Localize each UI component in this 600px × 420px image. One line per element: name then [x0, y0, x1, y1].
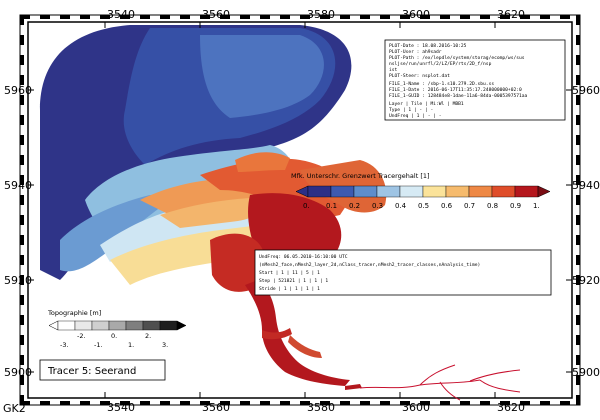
topography-legend: Topographie [m] -3. -2. -1. 0. 1. 2. 3.: [47, 309, 187, 349]
topography-tick-label: 2.: [145, 332, 151, 340]
topography-title: Topographie [m]: [47, 309, 101, 317]
y-tick-left: 5900: [4, 366, 32, 379]
map-grid-ticks: [28, 22, 572, 398]
map-border: [19, 14, 581, 406]
topography-over-arrow: [176, 320, 187, 331]
colorbar-tick-label: 0.9: [510, 202, 521, 210]
colorbar-tick-label: 0.4: [395, 202, 407, 210]
colorbar-swatch: [422, 185, 447, 198]
file-guid: FILE_1-GUID : 128484e8-1dae-11a6-84da-00…: [389, 93, 528, 99]
colorbar-tick-label: 1.: [533, 202, 540, 210]
time-line-1: UndFreq: 06.05.2010-16:10:00 UTC: [259, 254, 348, 260]
colorbar-swatch: [491, 185, 516, 198]
y-tick-right: 5900: [572, 366, 600, 379]
plot-date: PLOT-Date : 18.08.2016-10:25: [389, 43, 467, 49]
y-tick-left: 5920: [4, 274, 32, 287]
y-tick-left: 5940: [4, 179, 32, 192]
y-tick-left: 5960: [4, 84, 32, 97]
colorbar-tick-label: 0.8: [487, 202, 498, 210]
colorbar-swatch: [514, 185, 539, 198]
x-tick-top: 3560: [202, 8, 230, 21]
x-tick-bottom: 3600: [402, 401, 430, 414]
x-tick-bottom: 3560: [202, 401, 230, 414]
topography-tick-label: 0.: [111, 332, 117, 340]
colorbar-tick-label: 0.: [303, 202, 310, 210]
map-estuary: [245, 280, 362, 390]
colorbar-tick-label: 0.1: [326, 202, 337, 210]
plot-user: PLOT-User : ah9sadr: [389, 49, 442, 55]
colorbar-tick-label: 0.6: [441, 202, 453, 210]
colorbar-title: Mfk. Unterschr. Grenzwert Tracergehalt […: [291, 172, 430, 180]
colorbar-over-arrow: [537, 185, 551, 198]
x-tick-top: 3620: [497, 8, 525, 21]
colorbar-tick-label: 0.7: [464, 202, 475, 210]
file-name: FILE_1-Name : /sbp-1.s10.279.2D.sbu.ss: [389, 81, 494, 87]
time-info-box: UndFreq: 06.05.2010-16:10:00 UTC (nMesh2…: [254, 249, 552, 296]
x-tick-top: 3540: [107, 8, 135, 21]
axis-labels: 3540 3560 3580 3600 3620 3540 3560 3580 …: [3, 8, 600, 415]
x-tick-bottom: 3620: [497, 401, 525, 414]
time-line-5: Stride | 1 | 1 | 1 | 1: [259, 286, 320, 292]
colorbar-tick-label: 0.5: [418, 202, 429, 210]
y-tick-right: 5920: [572, 274, 600, 287]
layer-type: Type | 1 | - | -: [389, 107, 433, 113]
y-tick-right: 5940: [572, 179, 600, 192]
colorbar-swatch: [330, 185, 355, 198]
time-line-2: (nMesh2_face,nMesh2_layer_2d,nClass_trac…: [259, 262, 480, 268]
colorbar-swatch: [307, 185, 332, 198]
time-line-4: Step | 521821 | 1 | 1 | 1: [259, 278, 328, 284]
tracer-colorbar: Mfk. Unterschr. Grenzwert Tracergehalt […: [291, 172, 551, 210]
x-tick-bottom: 3540: [107, 401, 135, 414]
map-rivers: [359, 364, 521, 401]
topography-swatch: [159, 320, 178, 331]
plot-path-cont2: ist: [389, 67, 398, 73]
topography-tick-label: 1.: [128, 341, 134, 349]
topography-swatch: [91, 320, 110, 331]
colorbar-swatch: [353, 185, 378, 198]
colorbar-swatch: [376, 185, 401, 198]
corner-label: GK2: [3, 402, 26, 415]
plot-path-cont: nsljse/run/unrfl/2/LZ/EP/rts/2D_f/nsp: [389, 61, 492, 67]
plot-info-box: PLOT-Date : 18.08.2016-10:25 PLOT-User :…: [384, 39, 566, 121]
tracer-label: Tracer 5: Seerand: [47, 366, 136, 377]
x-tick-top: 3600: [402, 8, 430, 21]
topography-tick-label: -2.: [77, 332, 86, 340]
layer-undefreq: UndFreq | 1 | - | -: [389, 113, 442, 119]
plot-path: PLOT-Path : /ex/lepdle/system/storag/eco…: [389, 55, 525, 61]
tracer-label-box: Tracer 5: Seerand: [39, 359, 166, 381]
topography-swatch: [108, 320, 127, 331]
topography-swatch: [74, 320, 93, 331]
plot-steer: PLOT-Steer: nsplot.dat: [389, 73, 450, 79]
colorbar-tick-label: 0.3: [372, 202, 383, 210]
colorbar-swatch: [445, 185, 470, 198]
topography-tick-label: -3.: [60, 341, 69, 349]
topography-swatch: [57, 320, 76, 331]
x-tick-top: 3580: [307, 8, 335, 21]
colorbar-swatch: [468, 185, 493, 198]
map-sea-area: [40, 25, 387, 292]
colorbar-tick-label: 0.2: [349, 202, 360, 210]
topography-swatch: [125, 320, 144, 331]
topography-tick-label: -1.: [94, 341, 103, 349]
colorbar-swatch: [399, 185, 424, 198]
x-tick-bottom: 3580: [307, 401, 335, 414]
file-date: FILE_1-Date : 2016-06-17T11:35:17.248000…: [389, 87, 522, 93]
layer-header: Layer | Tile | Mi:Wl | MBB1: [389, 101, 464, 107]
topography-tick-label: 3.: [162, 341, 168, 349]
time-line-3: Start | 1 | 11 | 5 | 1: [259, 270, 320, 276]
topography-swatch: [142, 320, 161, 331]
y-tick-right: 5960: [572, 84, 600, 97]
